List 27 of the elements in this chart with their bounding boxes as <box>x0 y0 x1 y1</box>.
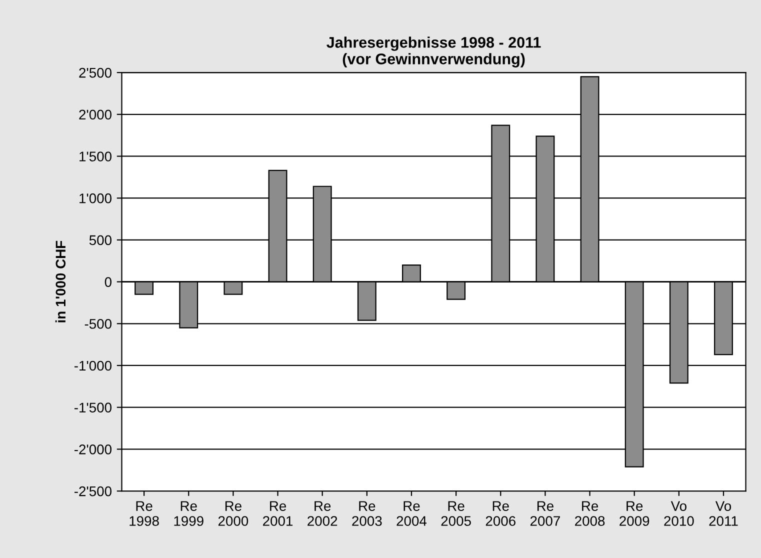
x-tick-label: Re 2009 <box>620 501 650 526</box>
y-tick-label: -1'500 <box>74 402 112 413</box>
x-tick-label: Vo 2010 <box>664 501 694 526</box>
y-tick-label: -500 <box>84 318 112 329</box>
x-tick-label: Re 2002 <box>308 501 338 526</box>
y-tick-label: -2'000 <box>74 444 112 454</box>
y-tick-label: 0 <box>104 277 112 287</box>
x-tick-label: Re 2004 <box>396 501 427 526</box>
y-axis-title: in 1'000 CHF <box>55 240 66 322</box>
x-tick-label: Re 2001 <box>263 501 293 526</box>
x-tick-label: Re 2008 <box>575 501 605 526</box>
x-tick-label: Vo 2011 <box>709 501 738 526</box>
x-tick-label: Re 2005 <box>441 501 471 526</box>
y-tick-label: 500 <box>89 235 112 246</box>
x-tick-label: Re 2003 <box>352 501 382 526</box>
y-tick-label: -2'500 <box>74 486 112 496</box>
chart-title: Jahresergebnisse 1998 - 2011 (vor Gewinnverwendung) <box>326 36 541 68</box>
x-tick-label: Re 1998 <box>130 501 159 526</box>
x-tick-label: Re 2007 <box>530 501 560 526</box>
x-tick-label: Re 2000 <box>218 501 248 526</box>
y-tick-label: -1'000 <box>74 360 112 371</box>
y-tick-label: 1'500 <box>80 152 112 162</box>
y-tick-label: 1'000 <box>80 193 112 204</box>
y-tick-label: 2'500 <box>79 68 112 78</box>
y-tick-label: 2'000 <box>79 110 112 120</box>
x-tick-label: Re 2006 <box>486 501 516 526</box>
x-tick-label: Re 1999 <box>174 501 204 526</box>
